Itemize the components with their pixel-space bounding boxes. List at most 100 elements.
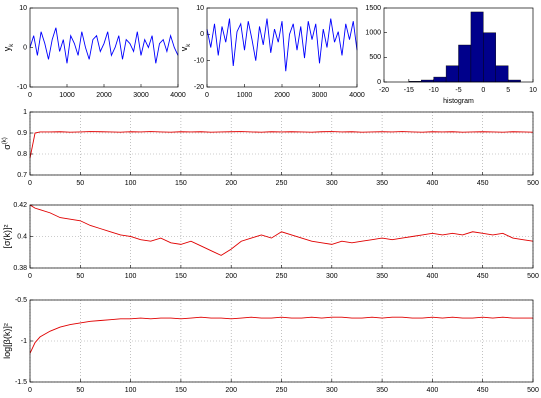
x-tick-label: 1000 bbox=[59, 92, 75, 99]
bar bbox=[495, 65, 509, 83]
subplot: 0 50 100 150 200 250 300 350 400 450 500 -1.5 -1 -0.5… bbox=[2, 297, 539, 394]
x-tick-label: 0 bbox=[28, 273, 32, 280]
x-tick-label: 0 bbox=[28, 387, 32, 394]
x-tick-label: -20 bbox=[379, 87, 389, 94]
y-axis-label-main: y bbox=[2, 46, 12, 51]
y-tick-label: 1 bbox=[23, 109, 27, 116]
y-axis-label: yk bbox=[2, 43, 14, 52]
y-axis-label: log[β(k)]² bbox=[2, 323, 12, 359]
x-tick-label: 0 bbox=[205, 92, 209, 99]
y-tick-label: 1500 bbox=[365, 5, 381, 12]
y-tick-label: -1.5 bbox=[15, 379, 27, 386]
x-tick-label: 150 bbox=[175, 273, 187, 280]
y-tick-label: -10 bbox=[17, 84, 27, 91]
y-tick-label: -20 bbox=[194, 84, 204, 91]
x-tick-label: 2000 bbox=[96, 92, 112, 99]
frame bbox=[383, 7, 534, 83]
x-tick-label: 500 bbox=[527, 273, 539, 280]
x-tick-label: 300 bbox=[326, 180, 338, 187]
x-tick-label: 500 bbox=[527, 180, 539, 187]
x-tick-label: 200 bbox=[225, 273, 237, 280]
plot-area bbox=[30, 8, 178, 87]
x-axis-label: histogram bbox=[443, 98, 474, 105]
plot-area bbox=[30, 205, 533, 268]
x-tick-label: 200 bbox=[225, 180, 237, 187]
y-axis-label-sup: (k) bbox=[2, 137, 8, 144]
x-tick-label: 350 bbox=[376, 273, 388, 280]
frame bbox=[29, 7, 179, 88]
y-tick-label: 1000 bbox=[365, 30, 381, 37]
subplot: 0 50 100 150 200 250 300 350 400 450 500 0.7 0.8 0.9 1… bbox=[2, 109, 539, 187]
y-axis-label: [σ(k)]² bbox=[2, 224, 12, 248]
line bbox=[29, 204, 534, 256]
x-tick-label: 50 bbox=[76, 273, 84, 280]
bar bbox=[470, 11, 484, 83]
x-tick-label: -5 bbox=[455, 87, 461, 94]
y-tick-label: 0.9 bbox=[17, 130, 27, 137]
x-tick-label: 1000 bbox=[237, 92, 253, 99]
x-tick-label: 300 bbox=[326, 273, 338, 280]
x-tick-label: 4000 bbox=[349, 92, 365, 99]
bar bbox=[483, 32, 496, 83]
frame bbox=[206, 7, 358, 88]
y-axis-label-sub: k bbox=[186, 43, 192, 47]
x-tick-label: 150 bbox=[175, 180, 187, 187]
plot-area bbox=[30, 112, 533, 175]
bar bbox=[458, 44, 472, 83]
frame bbox=[29, 204, 534, 269]
bar bbox=[445, 65, 459, 83]
x-tick-label: 50 bbox=[76, 180, 84, 187]
x-tick-label: 350 bbox=[376, 180, 388, 187]
x-tick-label: 100 bbox=[125, 387, 137, 394]
line bbox=[29, 316, 533, 354]
y-tick-label: 10 bbox=[19, 5, 27, 12]
y-tick-label: 0 bbox=[377, 79, 381, 86]
bar bbox=[433, 76, 447, 83]
x-tick-label: 450 bbox=[477, 387, 489, 394]
y-axis-label-main: v bbox=[179, 46, 189, 51]
subplot: 0 50 100 150 200 250 300 350 400 450 500 0.38 0.4 0.4… bbox=[2, 202, 539, 280]
x-tick-label: 0 bbox=[28, 92, 32, 99]
y-axis-label: vk bbox=[179, 43, 191, 52]
subplot: -20 -15 -10 -5 0 5 10 0 500 1000 1500 histogram bbox=[365, 5, 537, 105]
y-tick-label: 500 bbox=[369, 54, 381, 61]
y-tick-label: -0.5 bbox=[15, 297, 27, 304]
x-tick-label: 5 bbox=[506, 87, 510, 94]
y-tick-label: 0 bbox=[23, 44, 27, 51]
y-tick-label: 0 bbox=[200, 31, 204, 38]
subplot: 0 1000 2000 3000 4000 -20 -10 0 10 vk bbox=[179, 5, 365, 99]
x-tick-label: 3000 bbox=[312, 92, 328, 99]
x-tick-label: 500 bbox=[527, 387, 539, 394]
y-tick-label: 0.4 bbox=[17, 233, 27, 240]
line bbox=[29, 131, 534, 159]
y-axis-label: σ(k) bbox=[2, 137, 13, 150]
y-tick-label: 0.42 bbox=[13, 202, 27, 209]
x-tick-label: 400 bbox=[427, 180, 439, 187]
y-tick-label: -1 bbox=[21, 338, 27, 345]
x-tick-label: 350 bbox=[376, 387, 388, 394]
x-tick-label: 400 bbox=[427, 387, 439, 394]
x-tick-label: 10 bbox=[529, 87, 537, 94]
x-tick-label: 0 bbox=[481, 87, 485, 94]
x-tick-label: 250 bbox=[276, 387, 288, 394]
x-tick-label: 100 bbox=[125, 180, 137, 187]
x-tick-label: 450 bbox=[477, 273, 489, 280]
x-tick-label: 3000 bbox=[133, 92, 149, 99]
y-tick-label: 0.7 bbox=[17, 172, 27, 179]
frame bbox=[29, 111, 534, 176]
x-tick-label: -10 bbox=[429, 87, 439, 94]
x-tick-label: 200 bbox=[225, 387, 237, 394]
y-axis-label-sub: k bbox=[9, 43, 15, 47]
x-tick-label: 50 bbox=[76, 387, 84, 394]
y-tick-label: -10 bbox=[194, 58, 204, 65]
y-axis-label-main: σ bbox=[2, 144, 12, 150]
x-tick-label: 250 bbox=[276, 180, 288, 187]
x-tick-label: 300 bbox=[326, 387, 338, 394]
line bbox=[29, 27, 179, 64]
x-tick-label: 4000 bbox=[170, 92, 186, 99]
x-tick-label: 0 bbox=[28, 180, 32, 187]
x-tick-label: 150 bbox=[175, 387, 187, 394]
y-tick-label: 0.38 bbox=[13, 265, 27, 272]
x-tick-label: 250 bbox=[276, 273, 288, 280]
